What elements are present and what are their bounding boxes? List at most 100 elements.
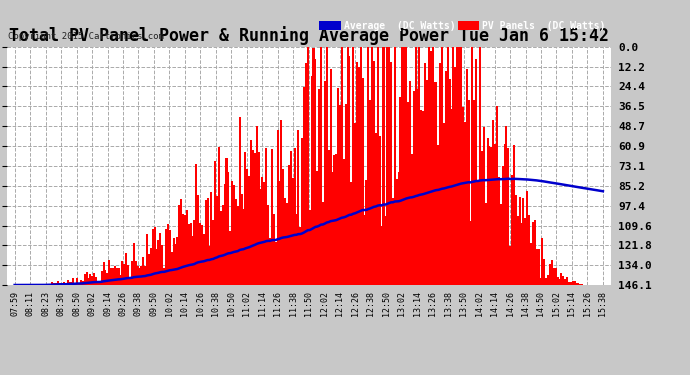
Bar — [248, 176, 250, 285]
Bar — [326, 47, 328, 285]
Bar — [369, 100, 371, 285]
Bar — [203, 234, 205, 285]
Bar — [524, 218, 526, 285]
Bar — [170, 252, 172, 285]
Bar — [447, 47, 448, 285]
Bar — [74, 283, 76, 285]
Bar — [330, 69, 332, 285]
Bar — [373, 60, 375, 285]
Bar — [199, 223, 201, 285]
Bar — [397, 171, 400, 285]
Bar — [477, 181, 479, 285]
Bar — [269, 238, 271, 285]
Bar — [154, 227, 156, 285]
Bar — [486, 138, 489, 285]
Bar — [354, 123, 356, 285]
Bar — [301, 138, 303, 285]
Bar — [72, 279, 75, 285]
Bar — [307, 47, 309, 285]
Bar — [221, 205, 224, 285]
Bar — [290, 151, 292, 285]
Bar — [180, 199, 182, 285]
Bar — [481, 152, 483, 285]
Bar — [190, 224, 192, 285]
Bar — [402, 47, 404, 285]
Bar — [280, 120, 282, 285]
Bar — [343, 159, 345, 285]
Bar — [519, 196, 521, 285]
Bar — [303, 87, 305, 285]
Bar — [315, 59, 317, 285]
Bar — [555, 268, 557, 285]
Bar — [517, 216, 519, 285]
Bar — [417, 90, 419, 285]
Bar — [388, 47, 390, 285]
Bar — [273, 214, 275, 285]
Bar — [371, 47, 373, 285]
Bar — [265, 148, 267, 285]
Bar — [386, 47, 388, 285]
Bar — [484, 204, 486, 285]
Bar — [292, 178, 294, 285]
Title: Total PV Panel Power & Running Average Power Tue Jan 6 15:42: Total PV Panel Power & Running Average P… — [9, 26, 609, 45]
Bar — [558, 279, 560, 285]
Bar — [313, 48, 315, 285]
Bar — [163, 268, 165, 285]
Bar — [395, 179, 397, 285]
Bar — [178, 206, 180, 285]
Bar — [112, 268, 114, 285]
Bar — [220, 211, 222, 285]
Bar — [244, 152, 246, 285]
Bar — [542, 238, 544, 285]
Bar — [228, 172, 229, 285]
Bar — [318, 89, 320, 285]
Bar — [182, 214, 184, 285]
Bar — [448, 78, 451, 285]
Bar — [86, 272, 88, 285]
Bar — [367, 47, 369, 285]
Bar — [46, 284, 48, 285]
Bar — [239, 117, 241, 285]
Bar — [254, 153, 256, 285]
Bar — [405, 47, 407, 285]
Bar — [205, 200, 207, 285]
Bar — [489, 146, 491, 285]
Bar — [460, 47, 462, 285]
Bar — [454, 66, 456, 285]
Bar — [78, 284, 80, 285]
Bar — [99, 280, 101, 285]
Bar — [246, 169, 248, 285]
Bar — [50, 284, 52, 285]
Bar — [159, 232, 161, 285]
Bar — [68, 282, 70, 285]
Bar — [310, 76, 313, 285]
Bar — [473, 100, 475, 285]
Bar — [335, 154, 337, 285]
Bar — [241, 194, 243, 285]
Bar — [475, 59, 477, 285]
Bar — [237, 206, 239, 285]
Bar — [538, 249, 540, 285]
Bar — [65, 284, 67, 285]
Bar — [341, 47, 343, 285]
Bar — [581, 284, 583, 285]
Bar — [358, 67, 360, 285]
Bar — [324, 81, 326, 285]
Bar — [293, 148, 295, 285]
Bar — [83, 274, 86, 285]
Bar — [161, 245, 164, 285]
Bar — [308, 210, 310, 285]
Bar — [213, 220, 215, 285]
Bar — [394, 47, 396, 285]
Bar — [441, 47, 443, 285]
Bar — [551, 260, 553, 285]
Bar — [435, 82, 437, 285]
Bar — [148, 254, 150, 285]
Bar — [264, 182, 266, 285]
Bar — [483, 127, 485, 285]
Bar — [242, 209, 244, 285]
Bar — [415, 47, 417, 285]
Bar — [504, 144, 506, 285]
Bar — [428, 47, 430, 285]
Bar — [562, 276, 564, 285]
